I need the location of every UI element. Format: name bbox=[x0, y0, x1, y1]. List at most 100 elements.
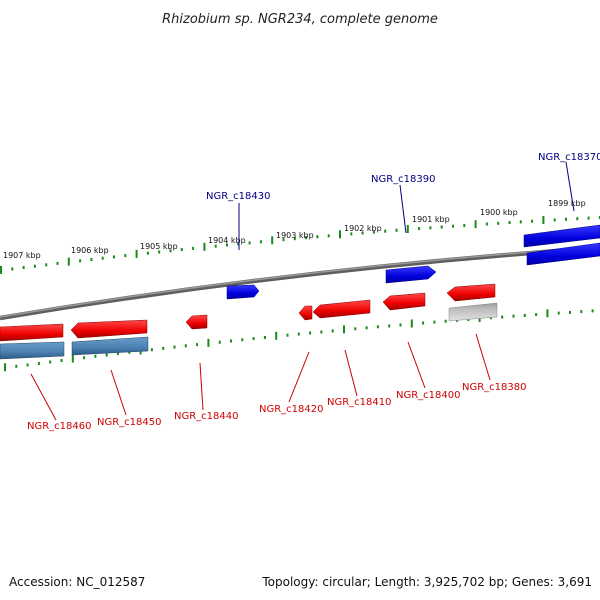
upper-ruler-minor-tick bbox=[305, 236, 308, 240]
upper-ruler-minor-tick bbox=[90, 258, 93, 261]
lower-ruler-minor-tick bbox=[83, 356, 86, 360]
upper-ruler-minor-tick bbox=[22, 266, 25, 269]
lower-ruler-major-tick bbox=[343, 325, 345, 334]
lower-ruler-minor-tick bbox=[376, 325, 379, 329]
lower-ruler-minor-tick bbox=[489, 316, 492, 320]
upper-ruler-minor-tick bbox=[192, 246, 195, 250]
ruler-label-1903: 1903 kbp bbox=[276, 231, 314, 240]
upper-ruler-major-tick bbox=[135, 249, 138, 258]
upper-ruler-major-tick bbox=[542, 216, 545, 224]
upper-ruler-major-tick bbox=[271, 236, 274, 245]
lower-ruler-minor-tick bbox=[196, 343, 199, 347]
lower-ruler-minor-tick bbox=[580, 310, 583, 314]
upper-ruler-minor-tick bbox=[598, 216, 600, 219]
upper-ruler-minor-tick bbox=[124, 254, 127, 258]
upper-ruler-minor-tick bbox=[169, 249, 172, 253]
gene-ngr-c18460[interactable]: NGR_c18460 bbox=[0, 323, 92, 432]
upper-ruler-minor-tick bbox=[327, 234, 330, 238]
gene-ngr-c18390[interactable]: NGR_c18390 bbox=[371, 174, 437, 284]
gene-ngr-c18430[interactable]: NGR_c18430 bbox=[206, 191, 271, 300]
lower-ruler-minor-tick bbox=[184, 344, 187, 348]
lower-ruler-major-tick bbox=[207, 338, 210, 347]
lower-ruler-major-tick bbox=[275, 331, 278, 340]
ruler-label-1907: 1907 kbp bbox=[3, 251, 41, 260]
lower-ruler-major-tick bbox=[4, 363, 6, 372]
upper-ruler-minor-tick bbox=[497, 221, 500, 225]
lower-ruler-minor-tick bbox=[252, 337, 255, 341]
gene-ngr-c18410[interactable]: NGR_c18410 bbox=[312, 299, 392, 408]
upper-ruler-minor-tick bbox=[519, 220, 522, 224]
lower-ruler-minor-tick bbox=[263, 336, 266, 339]
gene-label-ngr-c18440: NGR_c18440 bbox=[174, 411, 239, 422]
lower-ruler-major-tick bbox=[546, 309, 549, 318]
lower-ruler-minor-tick bbox=[286, 333, 289, 337]
upper-ruler-minor-tick bbox=[565, 217, 567, 221]
gene-ngr-c18400[interactable]: NGR_c18400 bbox=[382, 292, 461, 401]
upper-ruler-minor-tick bbox=[45, 263, 48, 267]
upper-ruler-minor-tick bbox=[531, 219, 534, 223]
lower-ruler-minor-tick bbox=[230, 339, 232, 343]
upper-ruler-major-tick bbox=[406, 225, 409, 233]
lower-ruler-minor-tick bbox=[128, 350, 131, 354]
lower-ruler-minor-tick bbox=[15, 364, 18, 368]
upper-ruler-minor-tick bbox=[587, 216, 590, 220]
upper-ruler-minor-tick bbox=[282, 238, 285, 242]
ruler-label-1905: 1905 kbp bbox=[140, 242, 178, 251]
lower-ruler-minor-tick bbox=[354, 327, 357, 331]
gene-ngr-c18370[interactable]: NGR_c18370 bbox=[523, 152, 600, 266]
upper-ruler-minor-tick bbox=[395, 228, 398, 232]
lower-ruler-minor-tick bbox=[591, 309, 594, 313]
ruler-label-1906: 1906 kbp bbox=[71, 246, 109, 255]
ruler-label-1902: 1902 kbp bbox=[344, 224, 382, 233]
genome-backbone bbox=[0, 245, 600, 321]
upper-ruler-ticks bbox=[0, 216, 600, 274]
genome-title: Rhizobium sp. NGR234, complete genome bbox=[162, 12, 438, 27]
accession-text: Accession: NC_012587 bbox=[9, 575, 145, 589]
lower-ruler-major-tick bbox=[410, 319, 413, 328]
upper-ruler-minor-tick bbox=[350, 232, 353, 236]
upper-ruler-minor-tick bbox=[293, 237, 296, 241]
lower-ruler-minor-tick bbox=[37, 361, 40, 365]
upper-ruler-minor-tick bbox=[440, 225, 443, 229]
upper-ruler-minor-tick bbox=[226, 243, 228, 247]
upper-ruler-minor-tick bbox=[79, 259, 82, 263]
gene-label-ngr-c18370: NGR_c18370 bbox=[538, 152, 600, 163]
upper-ruler-minor-tick bbox=[56, 261, 59, 265]
upper-ruler-minor-tick bbox=[418, 227, 421, 231]
upper-ruler-minor-tick bbox=[463, 224, 466, 227]
lower-ruler-minor-tick bbox=[422, 321, 425, 325]
upper-ruler-minor-tick bbox=[316, 235, 319, 239]
lower-ruler-minor-tick bbox=[501, 315, 504, 319]
upper-ruler-minor-tick bbox=[180, 248, 183, 252]
lower-ruler-minor-tick bbox=[365, 326, 368, 330]
ruler-label-1899: 1899 kbp bbox=[548, 199, 586, 208]
genome-backbone-highlight bbox=[0, 246, 600, 318]
upper-ruler-minor-tick bbox=[214, 244, 217, 248]
upper-ruler-minor-tick bbox=[361, 231, 364, 235]
upper-ruler-major-tick bbox=[339, 230, 341, 239]
gene-label-ngr-c18380: NGR_c18380 bbox=[462, 382, 527, 393]
upper-ruler-minor-tick bbox=[33, 264, 36, 268]
ruler-label-1904: 1904 kbp bbox=[208, 236, 246, 245]
lower-ruler-minor-tick bbox=[444, 319, 447, 323]
upper-ruler-minor-tick bbox=[113, 255, 115, 259]
upper-ruler-minor-tick bbox=[11, 267, 14, 271]
upper-ruler-major-tick bbox=[67, 257, 70, 266]
lower-ruler-minor-tick bbox=[60, 359, 63, 362]
lower-ruler-minor-tick bbox=[320, 330, 323, 334]
lower-ruler-minor-tick bbox=[241, 338, 244, 342]
genome-summary-text: Topology: circular; Length: 3,925,702 bp… bbox=[261, 575, 592, 589]
upper-ruler-major-tick bbox=[0, 265, 2, 274]
upper-ruler-minor-tick bbox=[237, 242, 240, 246]
gene-ngr-c18420[interactable]: NGR_c18420 bbox=[259, 305, 324, 415]
lower-ruler-minor-tick bbox=[49, 360, 52, 364]
gene-label-ngr-c18460: NGR_c18460 bbox=[27, 421, 92, 432]
gene-ngr-c18380[interactable]: NGR_c18380 bbox=[446, 283, 527, 393]
upper-ruler-minor-tick bbox=[576, 217, 579, 221]
gene-label-ngr-c18400: NGR_c18400 bbox=[396, 390, 461, 401]
upper-ruler-minor-tick bbox=[384, 229, 387, 233]
lower-ruler-minor-tick bbox=[512, 314, 515, 318]
gene-ngr-c18440[interactable]: NGR_c18440 bbox=[174, 314, 239, 422]
gene-ngr-c18450[interactable]: NGR_c18450 bbox=[70, 319, 162, 428]
